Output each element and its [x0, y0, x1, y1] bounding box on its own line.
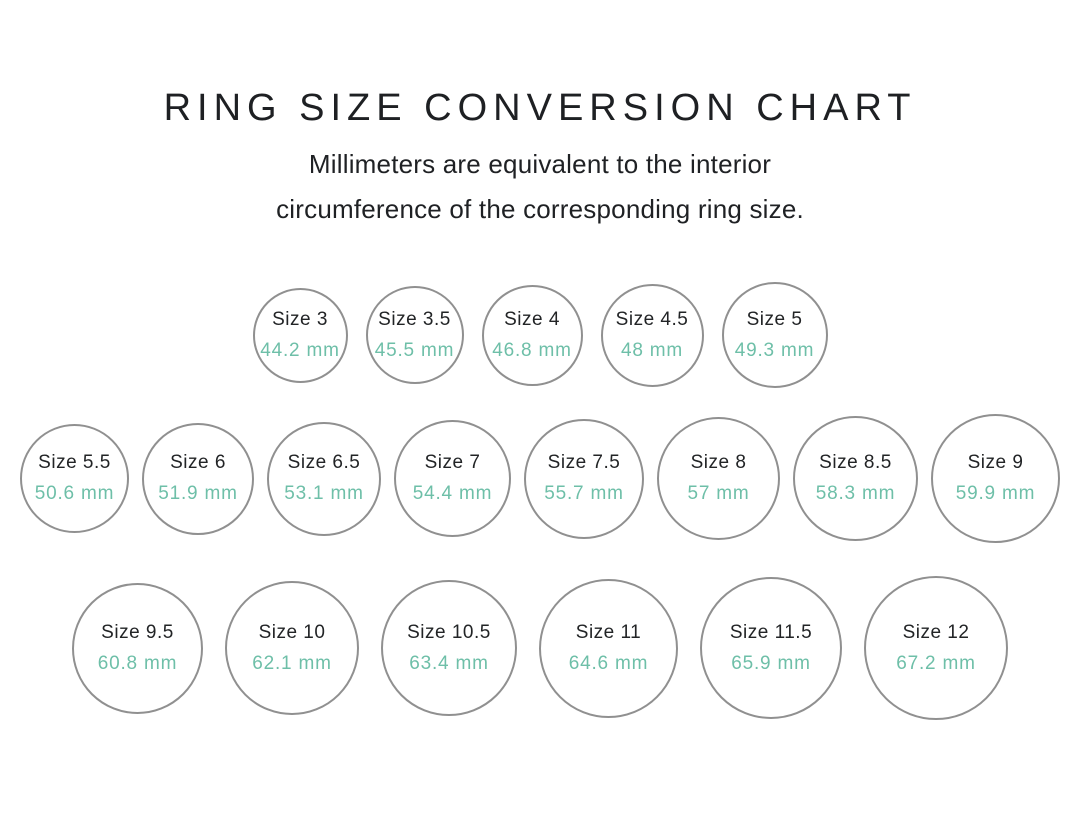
ring-size-label: Size 11: [575, 621, 642, 643]
ring-circle: Size 4.5 48 mm: [600, 283, 704, 387]
ring-mm-label: 46.8 mm: [492, 339, 572, 361]
ring-size-label: Size 11.5: [729, 621, 813, 643]
ring-circle: Size 10 62.1 mm: [225, 581, 359, 715]
ring-size-label: Size 9.5: [101, 621, 174, 643]
ring-circle: Size 11.5 65.9 mm: [700, 577, 842, 719]
ring-row-2: Size 5.5 50.6 mm Size 6 51.9 mm Size 6.5 53.1…: [20, 414, 1060, 543]
header: RING SIZE CONVERSION CHART Millimeters a…: [0, 84, 1080, 232]
ring-size-label: Size 5.5: [38, 452, 111, 473]
ring-row-3: Size 9.5 60.8 mm Size 10 62.1 mm Size 10.5 63…: [72, 576, 1008, 720]
ring-mm-label: 64.6 mm: [568, 652, 649, 674]
ring-size-label: Size 10: [258, 621, 326, 643]
ring-circle: Size 11 64.6 mm: [539, 578, 678, 718]
ring-circle: Size 6 51.9 mm: [142, 422, 254, 535]
ring-circle: Size 9 59.9 mm: [931, 414, 1060, 543]
ring-size-label: Size 12: [902, 621, 970, 643]
ring-mm-label: 63.4 mm: [409, 652, 489, 674]
ring-circle: Size 8 57 mm: [657, 417, 780, 540]
ring-mm-label: 57 mm: [687, 483, 750, 504]
ring-circle: Size 5 49.3 mm: [721, 282, 828, 388]
ring-mm-label: 60.8 mm: [97, 652, 178, 674]
ring-size-label: Size 3.5: [378, 308, 451, 330]
ring-circle: Size 6.5 53.1 mm: [267, 421, 381, 536]
ring-size-label: Size 3: [272, 308, 328, 330]
ring-mm-label: 55.7 mm: [544, 483, 624, 504]
ring-mm-label: 45.5 mm: [374, 339, 455, 361]
ring-circle: Size 5.5 50.6 mm: [20, 424, 129, 533]
ring-mm-label: 58.3 mm: [815, 483, 896, 504]
page-title: RING SIZE CONVERSION CHART: [163, 87, 917, 129]
ring-size-label: Size 10.5: [407, 621, 491, 643]
ring-circle: Size 7.5 55.7 mm: [524, 418, 644, 539]
ring-circle: Size 7 54.4 mm: [394, 420, 511, 537]
ring-circle: Size 3.5 45.5 mm: [365, 286, 464, 384]
ring-circle: Size 4 46.8 mm: [481, 284, 583, 386]
ring-chart: Size 3 44.2 mm Size 3.5 45.5 mm Size 4 46.8 m…: [0, 232, 1080, 720]
ring-mm-label: 53.1 mm: [284, 483, 364, 504]
ring-size-label: Size 4: [504, 308, 560, 330]
ring-mm-label: 65.9 mm: [731, 652, 811, 674]
ring-circle: Size 12 67.2 mm: [864, 576, 1008, 720]
ring-size-label: Size 4.5: [615, 308, 689, 330]
ring-mm-label: 67.2 mm: [896, 652, 976, 674]
ring-size-label: Size 8: [690, 452, 747, 473]
subtitle-line-2: circumference of the corresponding ring …: [276, 194, 804, 224]
ring-circle: Size 8.5 58.3 mm: [793, 416, 918, 541]
ring-mm-label: 54.4 mm: [412, 483, 493, 504]
ring-size-label: Size 8.5: [819, 452, 892, 473]
ring-row-1: Size 3 44.2 mm Size 3.5 45.5 mm Size 4 46.8 m…: [252, 282, 828, 388]
ring-size-label: Size 5: [746, 308, 803, 330]
ring-size-label: Size 7: [424, 452, 481, 473]
page-subtitle: Millimeters are equivalent to the interi…: [0, 142, 1080, 232]
ring-mm-label: 62.1 mm: [252, 652, 332, 674]
ring-circle: Size 9.5 60.8 mm: [72, 582, 203, 714]
ring-mm-label: 48 mm: [620, 339, 684, 361]
ring-mm-label: 49.3 mm: [734, 339, 815, 361]
ring-size-label: Size 9: [967, 452, 1024, 473]
ring-size-label: Size 7.5: [547, 452, 621, 473]
ring-circle: Size 10.5 63.4 mm: [381, 580, 517, 716]
ring-mm-label: 50.6 mm: [34, 483, 115, 504]
ring-circle: Size 3 44.2 mm: [252, 287, 348, 383]
ring-mm-label: 44.2 mm: [260, 339, 340, 361]
ring-size-label: Size 6.5: [287, 452, 361, 473]
ring-mm-label: 59.9 mm: [955, 483, 1036, 504]
ring-size-label: Size 6: [170, 452, 226, 473]
ring-mm-label: 51.9 mm: [158, 483, 238, 504]
subtitle-line-1: Millimeters are equivalent to the interi…: [308, 149, 772, 179]
